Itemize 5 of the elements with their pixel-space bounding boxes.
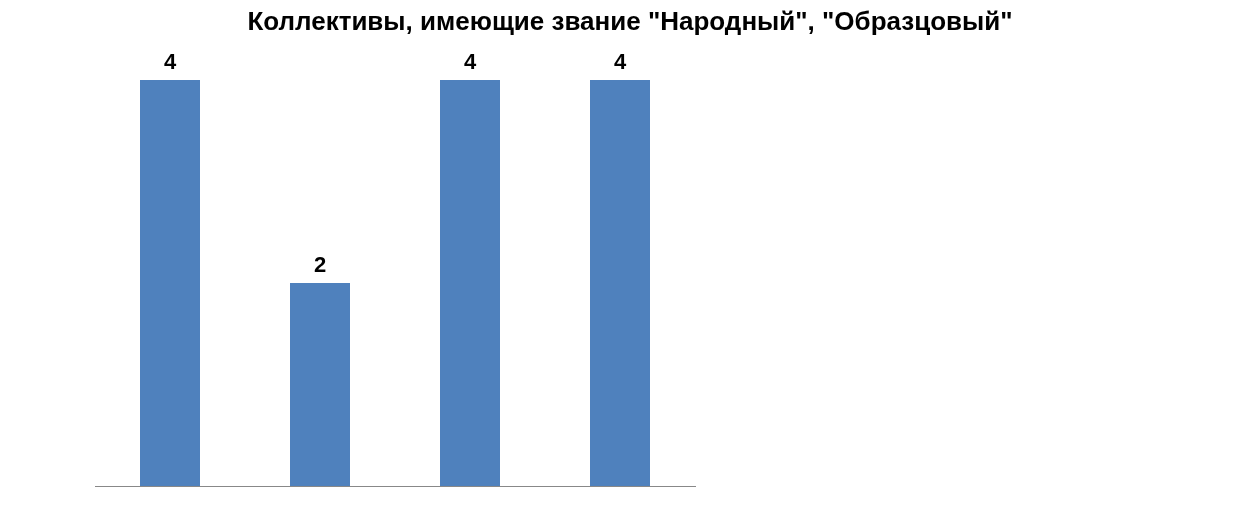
data-label: 4 [163,49,177,75]
data-label: 4 [463,49,477,75]
chart-title: Коллективы, имеющие звание "Народный", "Образцовый" [246,6,1014,38]
data-label: 4 [613,49,627,75]
data-label: 2 [313,252,327,278]
